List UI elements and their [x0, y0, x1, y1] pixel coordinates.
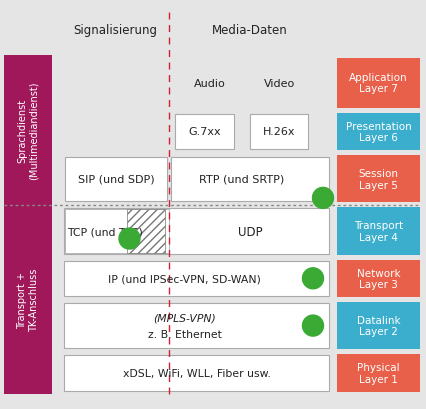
Bar [171, 157, 329, 201]
Circle shape [313, 188, 334, 209]
Bar [65, 210, 169, 253]
Bar [4, 56, 52, 205]
Bar [337, 208, 420, 255]
Bar [250, 115, 308, 149]
Bar [65, 157, 167, 201]
Bar [64, 303, 329, 348]
Text: 4: 4 [309, 272, 317, 285]
Bar [127, 210, 165, 253]
Text: Sprachdienst
(Multimediandienst): Sprachdienst (Multimediandienst) [17, 81, 39, 180]
Bar [64, 209, 329, 254]
Text: xDSL, WiFi, WLL, Fiber usw.: xDSL, WiFi, WLL, Fiber usw. [123, 368, 271, 378]
Text: Audio: Audio [194, 79, 225, 88]
Text: (MPLS-VPN): (MPLS-VPN) [153, 313, 216, 323]
Text: SIP (und SDP): SIP (und SDP) [78, 174, 154, 184]
Text: TCP (und TLS): TCP (und TLS) [66, 227, 142, 236]
Text: Video: Video [264, 79, 295, 88]
Text: Transport +
TK-Anschluss: Transport + TK-Anschluss [17, 268, 39, 331]
Bar [337, 58, 420, 108]
Text: Session
Layer 5: Session Layer 5 [359, 169, 398, 190]
Text: z. B. Ethernet: z. B. Ethernet [147, 329, 222, 339]
Text: G.7xx: G.7xx [188, 127, 221, 137]
Circle shape [119, 229, 140, 249]
Text: Network
Layer 3: Network Layer 3 [357, 268, 400, 290]
Circle shape [302, 315, 323, 336]
Text: 2: 2 [125, 232, 133, 245]
Bar [337, 354, 420, 391]
Text: Physical
Layer 1: Physical Layer 1 [357, 362, 400, 384]
Text: UDP: UDP [238, 225, 262, 238]
Bar [64, 261, 329, 296]
Text: H.26x: H.26x [263, 127, 295, 137]
Bar [337, 260, 420, 297]
Text: Signalisierung: Signalisierung [73, 25, 157, 37]
Bar [64, 355, 329, 391]
Text: RTP (und SRTP): RTP (und SRTP) [199, 174, 285, 184]
Bar [337, 156, 420, 203]
Bar [176, 115, 234, 149]
Text: Application
Layer 7: Application Layer 7 [349, 73, 408, 94]
Text: Transport
Layer 4: Transport Layer 4 [354, 221, 403, 242]
Bar [4, 205, 52, 394]
Bar [337, 114, 420, 151]
Bar [337, 302, 420, 349]
Text: Datalink
Layer 2: Datalink Layer 2 [357, 315, 400, 337]
Text: 3: 3 [309, 319, 317, 332]
Circle shape [302, 268, 323, 289]
Text: Presentation
Layer 6: Presentation Layer 6 [345, 121, 412, 143]
Text: 1: 1 [319, 192, 327, 205]
Text: Media-Daten: Media-Daten [212, 25, 288, 37]
Text: IP (und IPSec-VPN, SD-WAN): IP (und IPSec-VPN, SD-WAN) [108, 274, 261, 283]
